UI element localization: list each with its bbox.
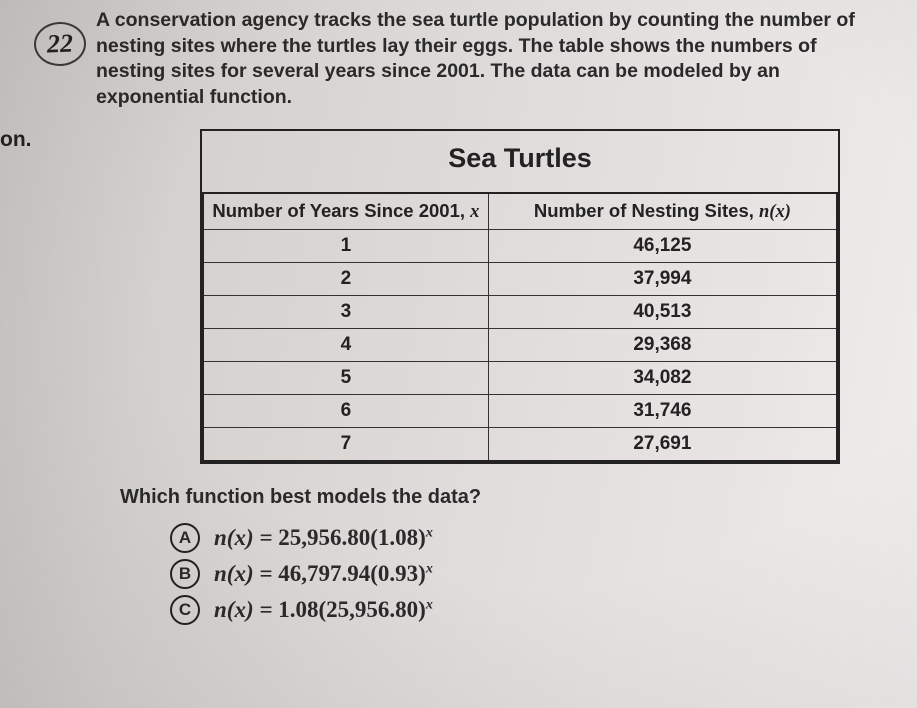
table-body: 146,125 237,994 340,513 429,368 534,082 … xyxy=(203,229,837,461)
cell-x: 1 xyxy=(203,229,488,262)
lhs: n(x) = xyxy=(214,597,278,622)
question-number-circle: 22 xyxy=(33,21,87,67)
exp: x xyxy=(426,561,433,576)
cell-nx: 31,746 xyxy=(488,394,837,427)
open: ( xyxy=(370,561,378,586)
cell-x: 4 xyxy=(203,328,488,361)
table-row: 340,513 xyxy=(203,295,837,328)
exp: x xyxy=(426,525,433,540)
choice-b-formula: n(x) = 46,797.94(0.93)x xyxy=(214,561,433,587)
choice-letter-b: B xyxy=(170,559,200,589)
num1: 25,956.80 xyxy=(278,525,370,550)
table-row: 237,994 xyxy=(203,262,837,295)
open: ( xyxy=(370,525,378,550)
choice-letter-c: C xyxy=(170,595,200,625)
col1-header: Number of Years Since 2001, x xyxy=(203,193,488,230)
cell-x: 5 xyxy=(203,361,488,394)
num2: 0.93 xyxy=(378,561,418,586)
page: on. 22 A conservation agency tracks the … xyxy=(0,0,917,708)
choice-a: A n(x) = 25,956.80(1.08)x xyxy=(170,523,897,553)
close: ) xyxy=(418,597,426,622)
cell-nx: 27,691 xyxy=(488,427,837,461)
partial-label-on: on. xyxy=(0,128,32,152)
num2: 1.08 xyxy=(378,525,418,550)
table-row: 727,691 xyxy=(203,427,837,461)
close: ) xyxy=(418,561,426,586)
choice-a-formula: n(x) = 25,956.80(1.08)x xyxy=(214,525,433,551)
answer-choices: A n(x) = 25,956.80(1.08)x B n(x) = 46,79… xyxy=(170,523,897,625)
cell-x: 6 xyxy=(203,394,488,427)
col2-header-text: Number of Nesting Sites, xyxy=(534,200,759,221)
close: ) xyxy=(418,525,426,550)
cell-nx: 40,513 xyxy=(488,295,837,328)
num1: 46,797.94 xyxy=(278,561,370,586)
cell-nx: 46,125 xyxy=(488,229,837,262)
choice-c: C n(x) = 1.08(25,956.80)x xyxy=(170,595,897,625)
cell-nx: 29,368 xyxy=(488,328,837,361)
col1-header-var: x xyxy=(470,202,479,222)
num2: 25,956.80 xyxy=(326,597,418,622)
col1-header-text: Number of Years Since 2001, xyxy=(212,200,470,221)
lhs: n(x) = xyxy=(214,525,278,550)
table-container: Sea Turtles Number of Years Since 2001, … xyxy=(200,129,840,464)
table-header-row: Number of Years Since 2001, x Number of … xyxy=(203,193,837,230)
table-row: 429,368 xyxy=(203,328,837,361)
data-table: Number of Years Since 2001, x Number of … xyxy=(202,192,838,462)
prompt: Which function best models the data? xyxy=(120,486,897,509)
cell-x: 2 xyxy=(203,262,488,295)
left-edge: on. xyxy=(0,0,50,708)
choice-b: B n(x) = 46,797.94(0.93)x xyxy=(170,559,897,589)
choice-c-formula: n(x) = 1.08(25,956.80)x xyxy=(214,597,433,623)
exp: x xyxy=(426,597,433,612)
question-text: A conservation agency tracks the sea tur… xyxy=(96,8,877,111)
table-title: Sea Turtles xyxy=(202,131,838,192)
table-row: 146,125 xyxy=(203,229,837,262)
question-number: 22 xyxy=(46,29,73,60)
col2-header-var: n(x) xyxy=(759,202,791,222)
table-outer: Sea Turtles Number of Years Since 2001, … xyxy=(200,129,840,464)
cell-x: 7 xyxy=(203,427,488,461)
lhs: n(x) = xyxy=(214,561,278,586)
cell-nx: 34,082 xyxy=(488,361,837,394)
choice-letter-a: A xyxy=(170,523,200,553)
open: ( xyxy=(318,597,326,622)
num1: 1.08 xyxy=(278,597,318,622)
cell-nx: 37,994 xyxy=(488,262,837,295)
table-row: 631,746 xyxy=(203,394,837,427)
table-row: 534,082 xyxy=(203,361,837,394)
col2-header: Number of Nesting Sites, n(x) xyxy=(488,193,837,230)
cell-x: 3 xyxy=(203,295,488,328)
